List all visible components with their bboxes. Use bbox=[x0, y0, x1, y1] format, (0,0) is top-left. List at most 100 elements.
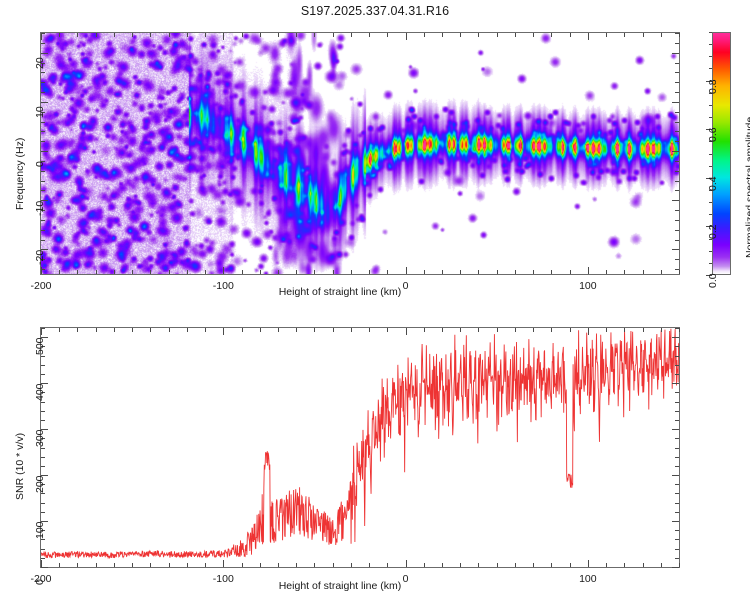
axis-tick bbox=[41, 269, 45, 270]
axis-tick bbox=[675, 161, 679, 162]
axis-tick bbox=[675, 240, 679, 241]
axis-tick bbox=[41, 512, 45, 513]
axis-tick bbox=[709, 105, 712, 106]
axis-tick bbox=[187, 328, 188, 332]
axis-tick bbox=[41, 122, 45, 123]
axis-tick bbox=[41, 161, 45, 162]
axis-tick bbox=[675, 33, 679, 34]
axis-tick bbox=[533, 563, 534, 567]
axis-tick bbox=[570, 33, 571, 37]
axis-tick bbox=[497, 33, 498, 37]
axis-tick bbox=[672, 102, 679, 103]
axis-tick bbox=[333, 270, 334, 274]
axis-tick bbox=[314, 270, 315, 274]
axis-tick bbox=[672, 383, 679, 384]
axis-tick bbox=[424, 563, 425, 567]
axis-tick bbox=[675, 411, 679, 412]
axis-tick bbox=[533, 33, 534, 37]
axis-tick bbox=[41, 151, 48, 152]
axis-tick bbox=[478, 563, 479, 567]
axis-tick bbox=[387, 328, 388, 332]
axis-tick bbox=[41, 63, 45, 64]
axis-tick bbox=[606, 33, 607, 37]
axis-tick bbox=[314, 33, 315, 37]
axis-tick bbox=[661, 328, 662, 332]
axis-tick bbox=[675, 328, 679, 329]
axis-tick bbox=[460, 33, 461, 37]
spectrogram-y-axis-label: Frequency (Hz) bbox=[14, 137, 26, 210]
axis-tick bbox=[41, 365, 45, 366]
axis-tick-label: 100 bbox=[579, 573, 597, 585]
axis-tick bbox=[41, 420, 45, 421]
snr-frame bbox=[40, 327, 680, 568]
axis-tick bbox=[41, 200, 48, 201]
axis-tick bbox=[675, 402, 679, 403]
axis-tick bbox=[442, 563, 443, 567]
axis-tick bbox=[169, 270, 170, 274]
axis-tick bbox=[515, 33, 516, 37]
axis-tick bbox=[675, 230, 679, 231]
axis-tick-label: 500 bbox=[34, 337, 46, 356]
axis-tick bbox=[41, 392, 45, 393]
axis-tick bbox=[278, 270, 279, 274]
axis-tick bbox=[41, 457, 45, 458]
axis-tick bbox=[675, 141, 679, 142]
axis-tick bbox=[570, 270, 571, 274]
axis-tick bbox=[497, 270, 498, 274]
axis-tick bbox=[278, 563, 279, 567]
axis-tick bbox=[709, 68, 712, 69]
axis-tick bbox=[515, 328, 516, 332]
axis-tick bbox=[551, 33, 552, 37]
axis-tick bbox=[672, 151, 679, 152]
axis-tick-label: -100 bbox=[212, 280, 234, 292]
axis-tick bbox=[41, 230, 45, 231]
axis-tick bbox=[675, 131, 679, 132]
axis-tick bbox=[406, 328, 407, 335]
axis-tick bbox=[675, 365, 679, 366]
axis-tick bbox=[351, 33, 352, 37]
axis-tick bbox=[41, 267, 42, 274]
snr-plot-area bbox=[41, 328, 679, 560]
axis-tick bbox=[672, 475, 679, 476]
axis-tick bbox=[709, 154, 712, 155]
axis-tick bbox=[41, 539, 45, 540]
axis-tick bbox=[424, 270, 425, 274]
axis-tick bbox=[406, 267, 407, 274]
axis-tick bbox=[675, 420, 679, 421]
axis-tick bbox=[679, 270, 680, 274]
axis-tick bbox=[675, 82, 679, 83]
axis-tick bbox=[41, 72, 45, 73]
axis-tick bbox=[41, 356, 45, 357]
axis-tick bbox=[478, 270, 479, 274]
axis-tick bbox=[242, 33, 243, 37]
axis-tick bbox=[387, 33, 388, 37]
axis-tick bbox=[675, 220, 679, 221]
axis-tick bbox=[672, 53, 679, 54]
axis-tick bbox=[675, 259, 679, 260]
axis-tick bbox=[460, 328, 461, 332]
axis-tick bbox=[169, 328, 170, 332]
axis-tick bbox=[624, 328, 625, 332]
axis-tick bbox=[41, 466, 45, 467]
axis-tick bbox=[675, 558, 679, 559]
axis-tick bbox=[675, 210, 679, 211]
axis-tick bbox=[675, 171, 679, 172]
axis-tick bbox=[351, 563, 352, 567]
axis-tick bbox=[675, 438, 679, 439]
axis-tick bbox=[624, 270, 625, 274]
axis-tick bbox=[606, 270, 607, 274]
axis-tick-label: -10 bbox=[34, 201, 46, 217]
axis-tick bbox=[114, 270, 115, 274]
axis-tick bbox=[114, 328, 115, 332]
axis-tick bbox=[41, 560, 42, 567]
axis-tick bbox=[675, 122, 679, 123]
axis-tick bbox=[296, 328, 297, 332]
axis-tick bbox=[675, 539, 679, 540]
axis-tick bbox=[478, 328, 479, 332]
axis-tick bbox=[675, 269, 679, 270]
axis-tick bbox=[333, 328, 334, 332]
axis-tick bbox=[41, 171, 45, 172]
axis-tick bbox=[661, 33, 662, 37]
axis-tick bbox=[709, 56, 712, 57]
axis-tick bbox=[675, 484, 679, 485]
